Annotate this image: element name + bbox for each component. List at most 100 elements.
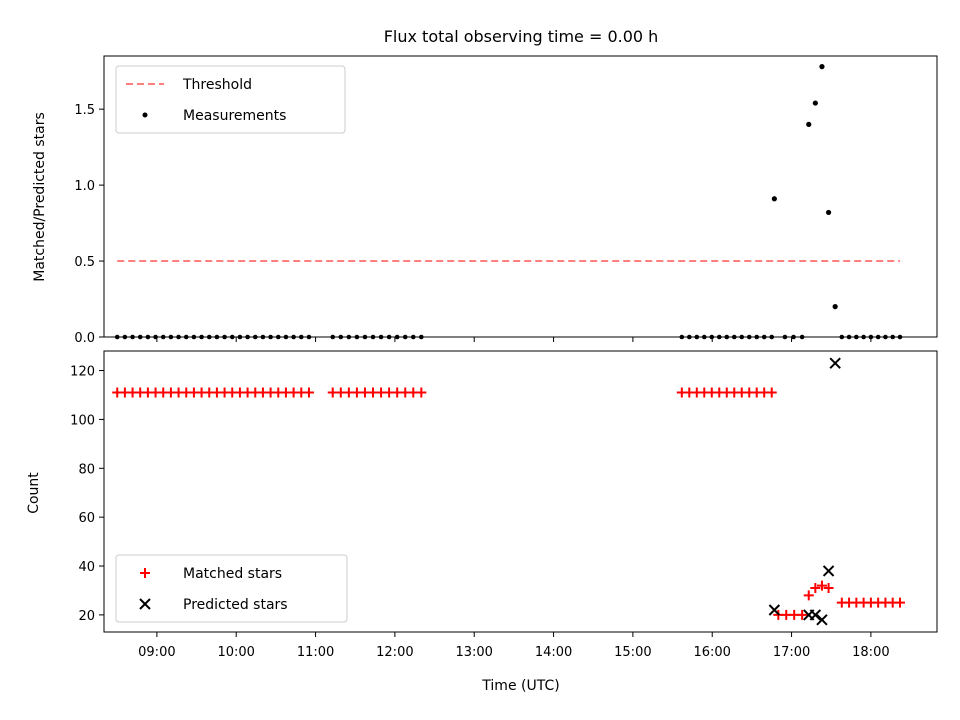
measurement-point xyxy=(394,334,400,340)
measurement-point xyxy=(268,334,273,340)
bottom-y-tick-label: 100 xyxy=(70,413,95,428)
measurement-point xyxy=(769,334,775,340)
measurement-point xyxy=(362,334,368,340)
bottom-panel: 09:00 10:00 11:00 12:00 13:00 14:00 15:00 16:00… xyxy=(70,350,938,660)
top-y-axis-label: Matched/Predicted stars xyxy=(32,112,48,282)
measurement-point xyxy=(761,334,767,340)
measurement-point xyxy=(679,334,685,340)
top-legend: Threshold Measurements xyxy=(115,65,346,134)
matched-star-point xyxy=(797,609,808,620)
bottom-plot-frame xyxy=(103,350,938,633)
measurement-point xyxy=(229,334,235,340)
bottom-legend: Matched stars Predicted stars xyxy=(115,554,348,623)
measurement-point xyxy=(176,334,181,340)
chart-title: Flux total observing time = 0.00 h xyxy=(384,27,659,46)
predicted-star-point xyxy=(816,614,828,626)
matched-star-point xyxy=(823,583,834,594)
measurement-point xyxy=(812,100,818,106)
measurement-point xyxy=(754,334,760,340)
measurement-point xyxy=(709,334,715,340)
measurement-point xyxy=(338,334,344,340)
legend-measurements-label: Measurements xyxy=(183,108,286,124)
measurement-point xyxy=(839,334,845,340)
x-axis-label: Time (UTC) xyxy=(481,678,559,694)
legend-threshold-label: Threshold xyxy=(182,77,252,93)
measurement-point xyxy=(861,334,866,340)
measurement-point xyxy=(183,334,189,340)
measurement-point xyxy=(386,334,392,340)
measurement-point xyxy=(199,334,204,340)
matched-star-point xyxy=(894,597,905,608)
bottom-y-tick-label: 40 xyxy=(78,560,95,575)
x-tick-label: 18:00 xyxy=(852,645,889,660)
measurement-point xyxy=(799,334,805,340)
measurement-point xyxy=(854,334,859,340)
legend-measurements-marker xyxy=(142,112,148,118)
top-plot-frame xyxy=(103,55,938,338)
measurement-point xyxy=(168,334,174,340)
measurement-point xyxy=(716,334,722,340)
x-tick-label: 15:00 xyxy=(614,645,651,660)
top-y-tick-label: 1.0 xyxy=(74,179,95,194)
measurement-point xyxy=(283,334,289,340)
x-tick-label: 13:00 xyxy=(455,645,492,660)
top-y-tick-label: 0.0 xyxy=(74,331,95,346)
measurement-point xyxy=(791,334,796,340)
measurement-point xyxy=(330,334,336,340)
measurement-point xyxy=(746,334,752,340)
measurement-point xyxy=(306,334,312,340)
measurement-point xyxy=(291,334,296,340)
measurement-point xyxy=(897,334,903,340)
measurement-point xyxy=(160,334,166,340)
measurement-point xyxy=(419,334,424,340)
x-tick-label: 16:00 xyxy=(693,645,730,660)
predicted-star-point xyxy=(809,609,822,621)
matched-star-point xyxy=(303,387,314,398)
bottom-y-tick-label: 20 xyxy=(78,609,95,624)
measurement-point xyxy=(378,334,384,340)
x-tick-label: 10:00 xyxy=(217,645,254,660)
measurement-point xyxy=(846,334,852,340)
measurement-point xyxy=(782,334,788,340)
measurement-point xyxy=(260,334,266,340)
matched-star-point xyxy=(816,580,827,591)
predicted-star-point xyxy=(829,357,841,369)
measurement-point xyxy=(245,334,250,340)
measurement-point xyxy=(237,334,243,340)
matched-star-point xyxy=(766,387,777,398)
top-legend-box xyxy=(115,65,346,134)
measurement-point xyxy=(370,334,376,340)
measurement-point xyxy=(701,334,707,340)
bottom-legend-box xyxy=(115,554,348,623)
measurement-point xyxy=(771,196,777,202)
measurement-point xyxy=(222,334,227,340)
measurement-point xyxy=(739,334,745,340)
measurement-point xyxy=(883,334,888,340)
measurement-point xyxy=(832,304,838,310)
measurement-point xyxy=(694,334,700,340)
top-y-tick-label: 0.5 xyxy=(74,255,95,270)
bottom-y-axis-label: Count xyxy=(26,472,42,514)
x-tick-label: 17:00 xyxy=(773,645,810,660)
measurement-point xyxy=(206,334,212,340)
measurement-point xyxy=(114,334,120,340)
legend-matched-marker xyxy=(140,568,150,578)
measurement-point xyxy=(298,334,304,340)
matched-star-point xyxy=(803,590,814,601)
bottom-y-tick-label: 120 xyxy=(70,365,95,380)
measurement-point xyxy=(214,334,220,340)
measurement-point xyxy=(687,334,692,340)
measurement-point xyxy=(145,334,151,340)
measurement-point xyxy=(191,334,197,340)
legend-predicted-label: Predicted stars xyxy=(183,597,288,613)
measurement-point xyxy=(153,334,158,340)
measurement-point xyxy=(130,334,135,340)
measurement-point xyxy=(875,334,881,340)
legend-matched-label: Matched stars xyxy=(183,566,282,582)
measurement-point xyxy=(252,334,258,340)
top-panel: 0.0 0.5 1.0 1.5 xyxy=(74,55,938,346)
matched-star-point xyxy=(810,583,821,594)
x-tick-label: 14:00 xyxy=(535,645,572,660)
top-y-tick-label: 1.5 xyxy=(74,103,95,118)
